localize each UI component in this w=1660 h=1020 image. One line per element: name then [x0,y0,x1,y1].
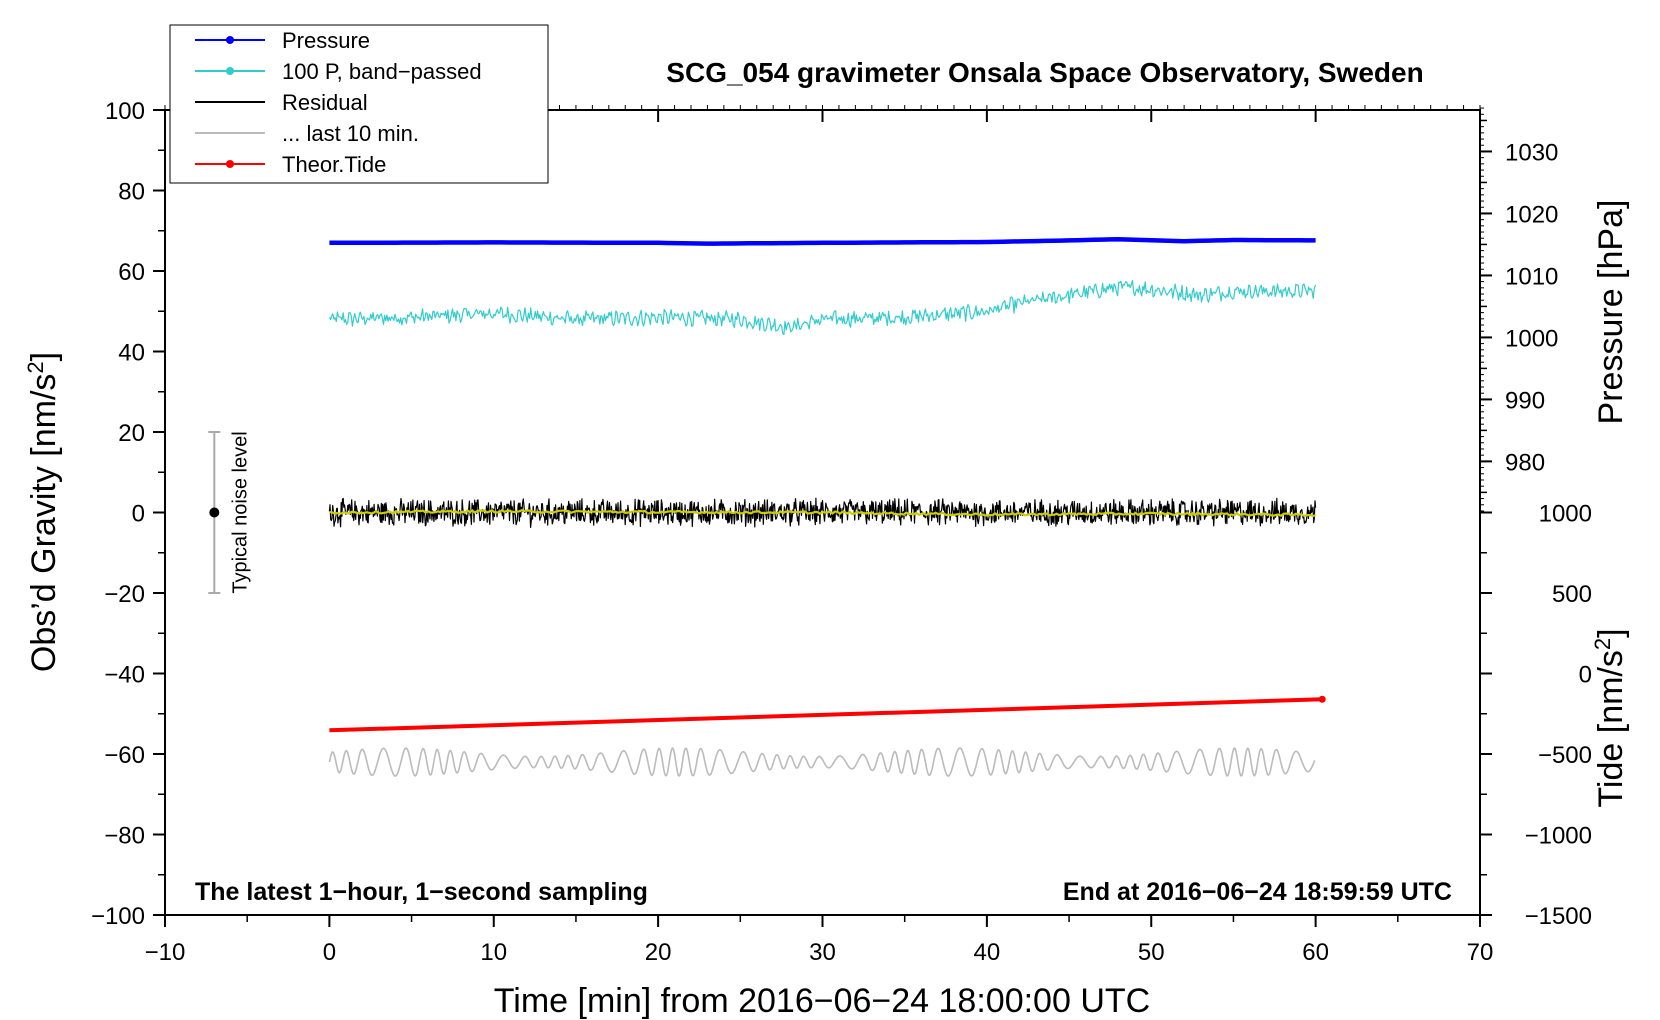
y-axis-tide-title: Tide [nm/s2] [1590,628,1630,807]
legend-marker [226,36,234,44]
series-residual [328,497,1317,529]
legend-label: 100 P, band−passed [282,59,482,84]
pressure-tick-label: 1000 [1505,325,1558,352]
pressure-tick-label: 1020 [1505,201,1558,228]
series-band-passed-pressure [328,280,1317,336]
noise-dot [209,507,220,518]
annotation-right: End at 2016−06−24 18:59:59 UTC [1063,878,1452,906]
chart-title: SCG_054 gravimeter Onsala Space Observat… [666,57,1423,88]
series-pressure [329,236,1316,246]
legend-label: Theor.Tide [282,152,386,177]
y-left-tick-label: −80 [104,823,145,850]
x-tick-label: 20 [645,939,672,966]
y-left-tick-label: 60 [118,259,145,286]
x-tick-label: 0 [323,939,336,966]
pressure-tick-label: 980 [1505,449,1545,476]
legend-marker [226,160,234,168]
x-tick-label: 60 [1302,939,1329,966]
y-axis-pressure-title: Pressure [hPa] [1592,200,1630,425]
tide-tick-label: 1000 [1539,501,1592,528]
y-axis-tide: −1500 −1000 −500 0 500 1000 [1480,501,1592,930]
tide-tick-label: 0 [1579,662,1592,689]
x-tick-label: 50 [1138,939,1165,966]
x-tick-label: 70 [1467,939,1494,966]
tide-tick-label: −1500 [1525,903,1592,930]
x-tick-label: −10 [145,939,186,966]
y-axis-left-title: Obs’d Gravity [nm/s2] [23,352,63,672]
y-left-tick-label: 100 [105,98,145,125]
tide-tick-label: −1000 [1525,823,1592,850]
series-last-10-min [328,747,1316,777]
x-tick-label: 10 [480,939,507,966]
noise-indicator: Typical noise level [208,431,251,594]
pressure-tick-label: 1030 [1505,139,1558,166]
tide-end-marker [1318,695,1326,703]
y-left-tick-label: −100 [91,903,145,930]
legend-marker [226,67,234,75]
legend-label: Residual [282,90,368,115]
pressure-tick-label: 1010 [1505,263,1558,290]
x-axis-title: Time [min] from 2016−06−24 18:00:00 UTC [494,982,1150,1020]
y-left-tick-label: −20 [104,581,145,608]
y-left-tick-label: 40 [118,340,145,367]
noise-label: Typical noise level [229,431,251,593]
annotation-left: The latest 1−hour, 1−second sampling [195,878,648,906]
x-tick-label: 40 [974,939,1001,966]
y-left-tick-label: −60 [104,742,145,769]
y-left-tick-label: 80 [118,179,145,206]
series-layer [328,236,1326,777]
series-theor-tide [329,697,1323,733]
legend-box [169,24,549,184]
x-tick-label: 30 [809,939,836,966]
y-left-tick-label: 0 [132,501,145,528]
x-axis: −10 0 10 20 30 40 50 60 70 [145,105,1494,966]
y-left-tick-label: −40 [104,662,145,689]
legend: Pressure 100 P, band−passed Residual ... la… [169,24,549,184]
legend-label: Pressure [282,28,370,53]
legend-label: ... last 10 min. [282,121,419,146]
y-axis-left: −100 −80 −60 −40 −20 0 20 40 60 80 100 [91,98,165,930]
y-axis-pressure: 980 990 1000 1010 1020 1030 [1480,107,1558,512]
tide-tick-label: 500 [1552,581,1592,608]
y-left-tick-label: 20 [118,420,145,447]
tide-tick-label: −500 [1538,742,1592,769]
series-residual-smoothed [329,509,1316,518]
pressure-tick-label: 990 [1505,387,1545,414]
